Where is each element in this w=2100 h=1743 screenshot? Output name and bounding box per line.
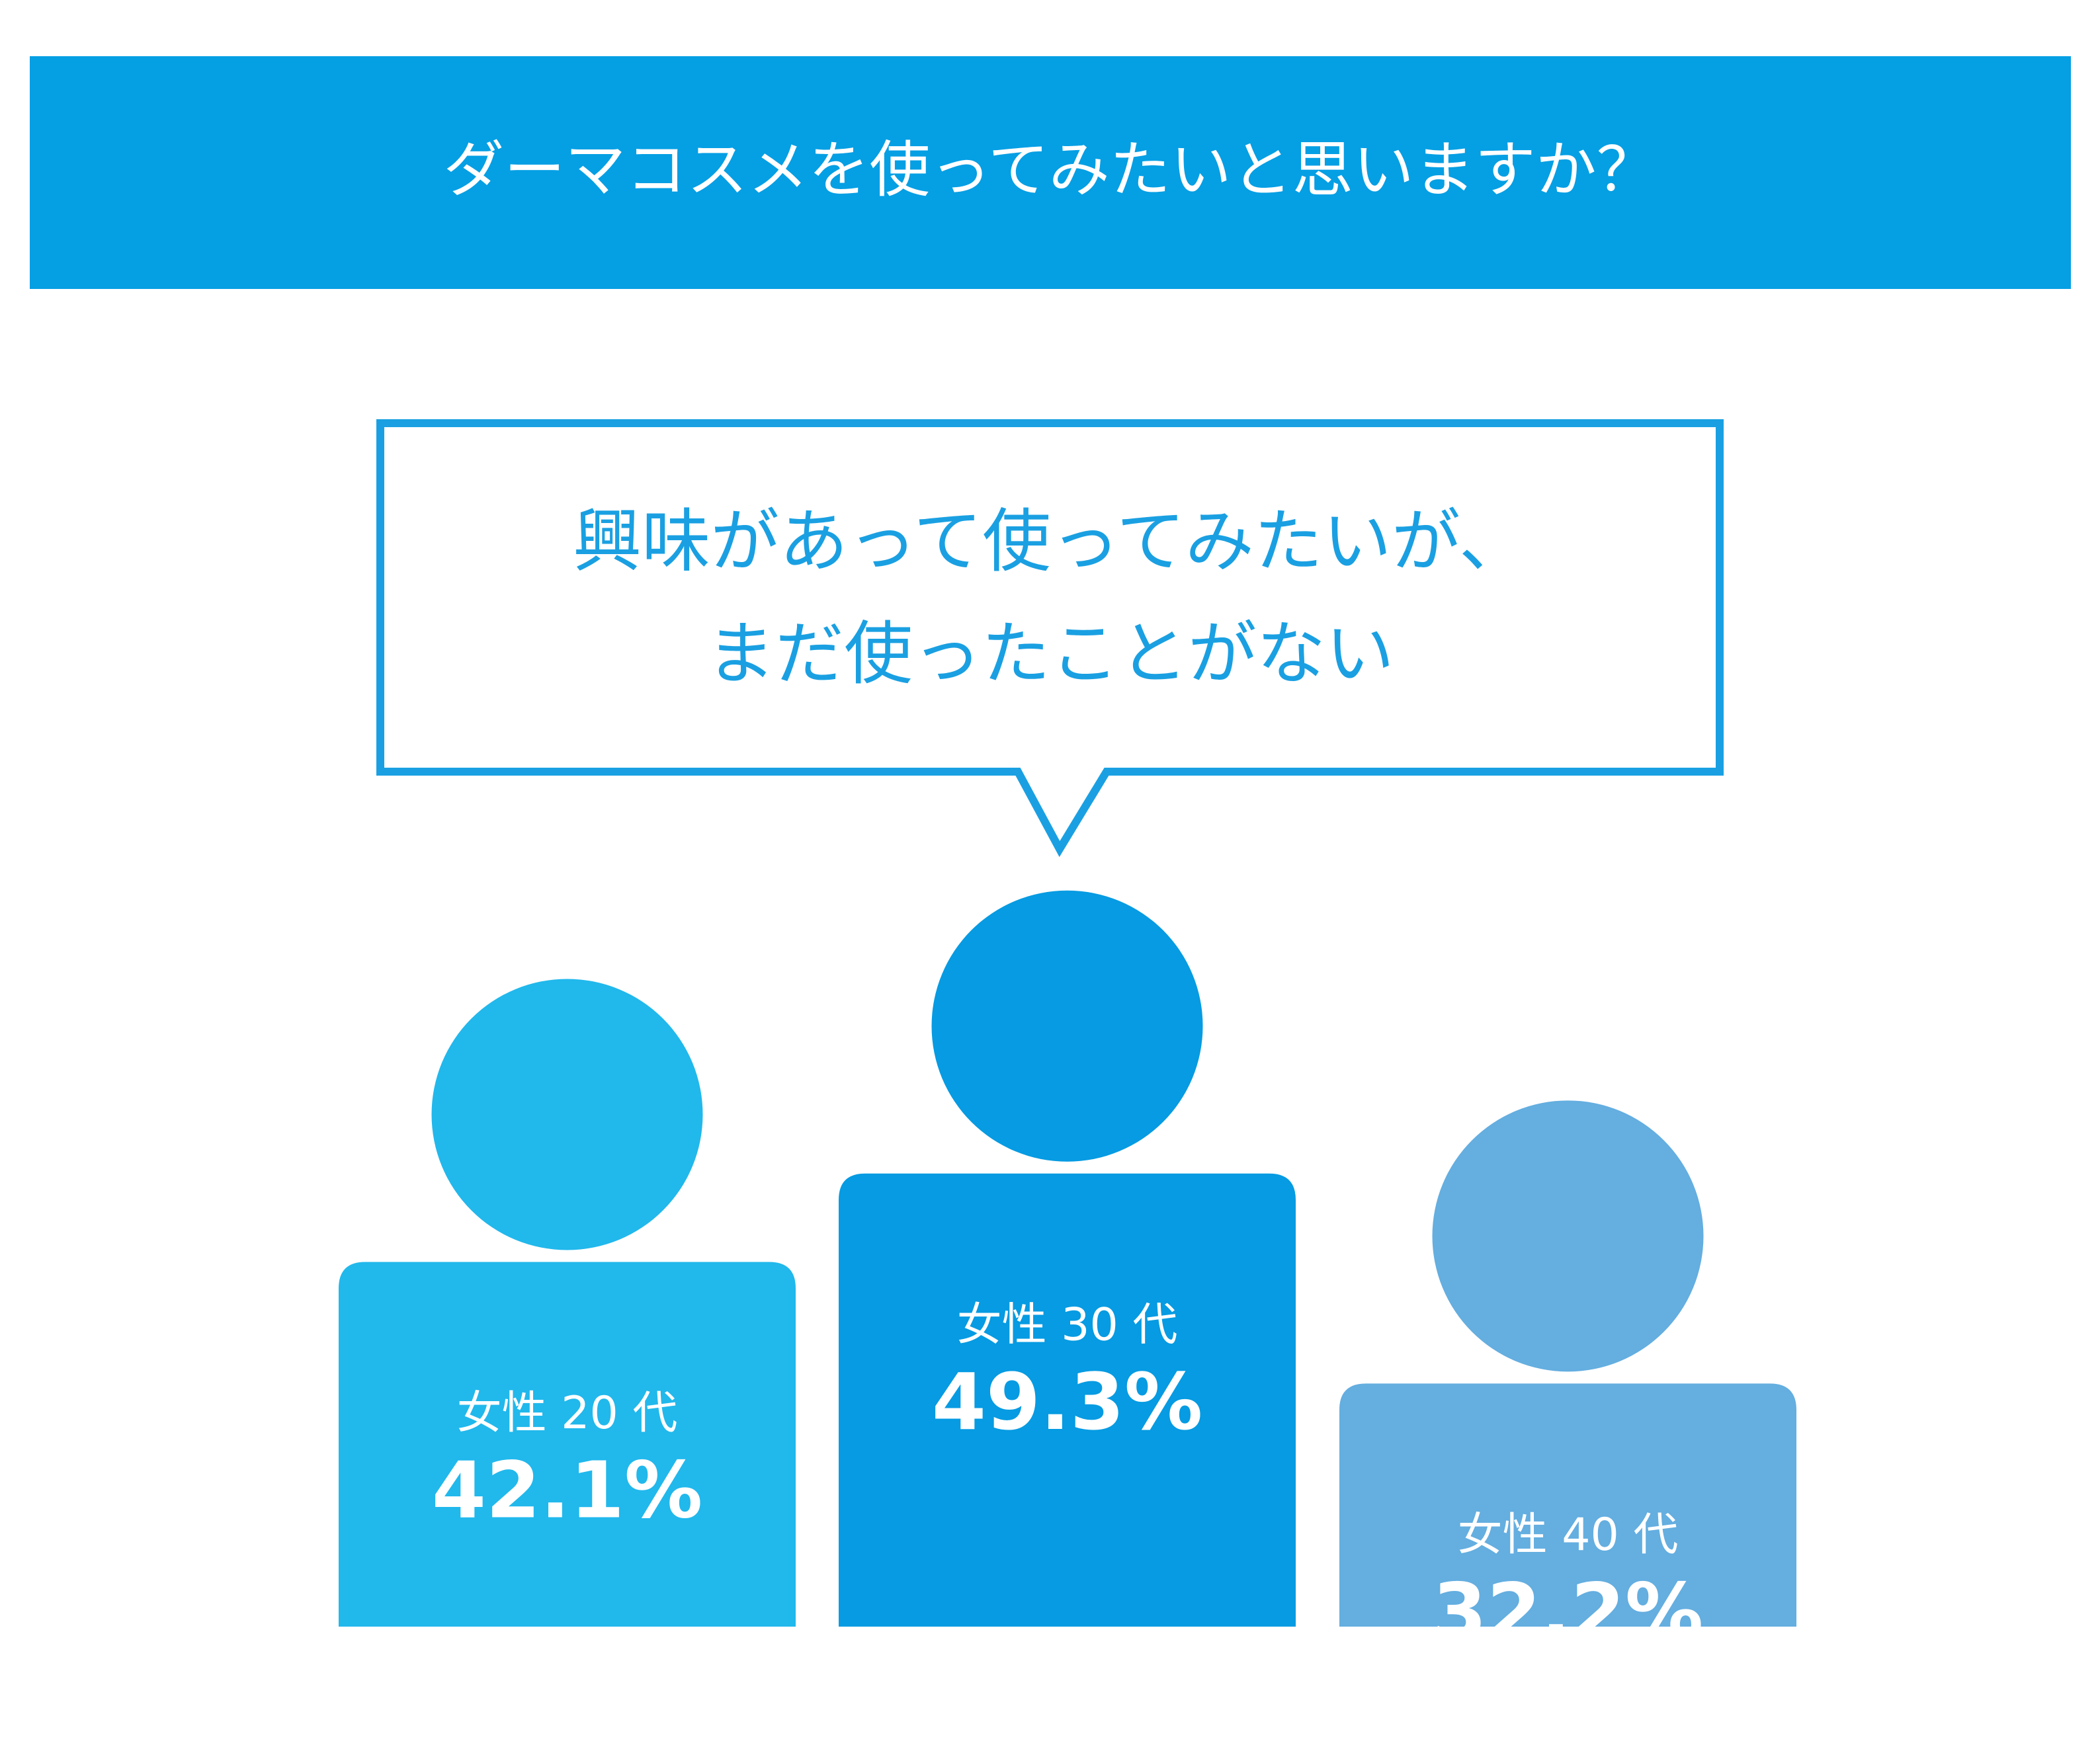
value-label: 32.2% xyxy=(1433,1566,1703,1658)
header-bar xyxy=(30,56,2071,289)
value-label: 42.1% xyxy=(432,1445,702,1536)
value-label: 49.3% xyxy=(932,1356,1202,1447)
category-label: 女性 40 代 xyxy=(1458,1509,1679,1561)
category-label: 女性 30 代 xyxy=(957,1299,1178,1351)
speech-bubble xyxy=(376,419,1724,858)
person-body xyxy=(339,1262,796,1627)
annotation-line: 興味があって使ってみたいが、 xyxy=(573,501,1528,581)
person-head xyxy=(931,890,1203,1162)
annotation-line: まだ使ったことがない xyxy=(706,613,1394,694)
person-head xyxy=(431,979,703,1250)
chart-title: ダーマコスメを使ってみたいと思いますか？ xyxy=(443,134,1657,205)
person-body xyxy=(839,1173,1296,1627)
category-label: 女性 20 代 xyxy=(457,1387,678,1439)
person-head xyxy=(1432,1100,1704,1372)
person-body xyxy=(1339,1383,1796,1627)
